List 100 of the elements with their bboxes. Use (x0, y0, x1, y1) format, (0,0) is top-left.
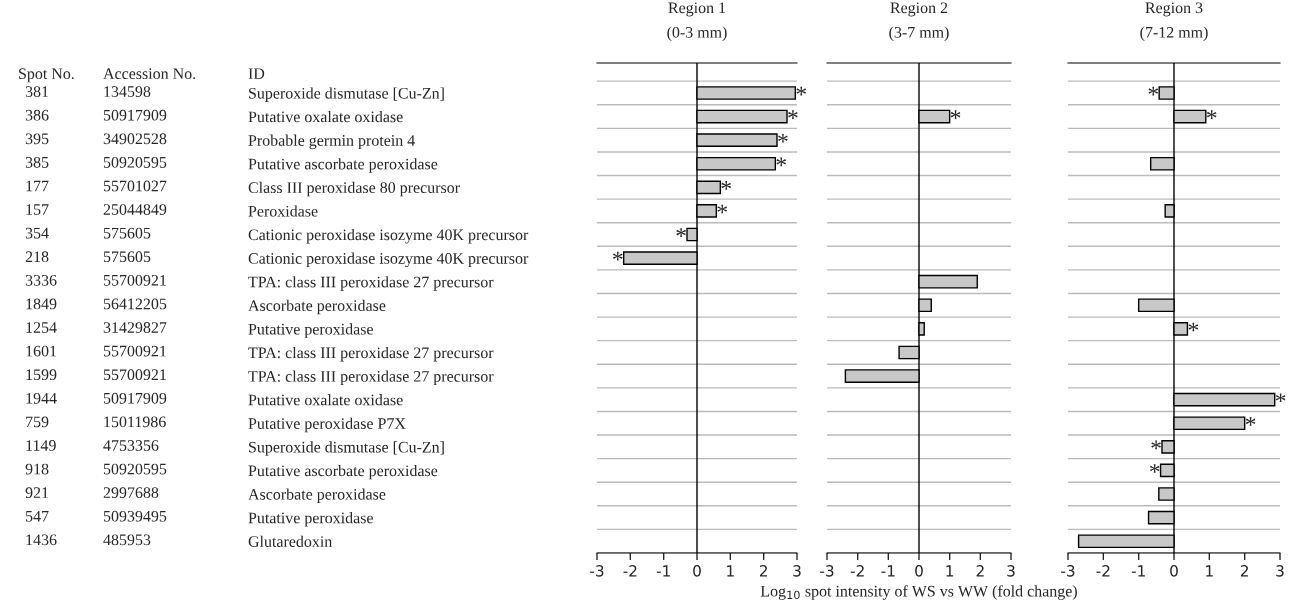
text: 15011986 (104, 416, 166, 428)
data-label: * (613, 251, 623, 261)
x-tick-label: 0 (1170, 565, 1178, 577)
y-tick-label: Glutaredoxin (248, 535, 333, 547)
y-tick-label: Putative peroxidase (248, 323, 373, 338)
data-label: * (676, 228, 686, 237)
x-tick-label: 3 (1276, 565, 1284, 577)
x-tick-label: -3 (590, 565, 604, 577)
text: ID (248, 68, 265, 79)
data-label: * (1188, 322, 1199, 332)
text: 50939495 (103, 510, 167, 522)
x-tick-label: 2 (976, 565, 984, 577)
y-tick-label: Putative oxalate oxidase (248, 111, 403, 123)
data-label: * (796, 86, 807, 96)
x-tick-label: -2 (623, 565, 637, 577)
y-tick-label: TPA: class III peroxidase 27 precursor (248, 346, 494, 362)
text: 381 (25, 86, 49, 97)
text: 177 (26, 180, 49, 192)
data-label: * (1148, 86, 1159, 96)
y-tick-label: Ascorbate peroxidase (248, 488, 386, 503)
y-tick-label: Putative peroxidase P7X (248, 417, 406, 433)
x-tick-label: 2 (1240, 565, 1248, 577)
chart-title: Region 2 (890, 2, 948, 17)
chart-subtitle: (3-7 mm) (889, 26, 949, 41)
text: 55700921 (103, 369, 166, 381)
text: 575605 (103, 227, 151, 239)
text: 50920595 (103, 463, 167, 475)
text: 3336 (25, 274, 57, 286)
text: 25044849 (103, 204, 167, 215)
text: 354 (25, 227, 49, 239)
x-tick-label: 3 (1007, 565, 1015, 577)
x-tick-label: 1 (727, 565, 734, 577)
text: 1944 (26, 392, 57, 404)
data-label: * (1245, 417, 1256, 426)
text: 759 (26, 416, 49, 428)
text: 921 (25, 487, 49, 499)
chart-subtitle: (7-12 mm) (1140, 26, 1208, 41)
text: 31429827 (103, 322, 167, 333)
text: 50917909 (103, 392, 167, 404)
x-tick-label: 1 (1206, 565, 1213, 577)
x-tick-label: 0 (915, 565, 923, 577)
x-tick-label: 0 (693, 565, 701, 577)
text: 386 (25, 109, 49, 121)
text: 55700921 (103, 274, 166, 286)
data-label: * (1151, 440, 1161, 450)
text: 575605 (103, 251, 151, 263)
y-tick-label: Putative ascorbate peroxidase (248, 464, 438, 480)
data-label: * (778, 133, 788, 143)
text: 218 (25, 251, 49, 263)
y-tick-label: Cationic peroxidase isozyme 40K precursor (248, 252, 529, 268)
text: 56412205 (103, 298, 167, 310)
text: 157 (26, 204, 49, 215)
text: 4753356 (103, 440, 159, 451)
text: 2997688 (103, 487, 159, 499)
text: Accession No. (103, 68, 196, 80)
data-label: * (721, 181, 732, 190)
text: 134598 (104, 86, 151, 97)
text: 1601 (26, 345, 57, 357)
text: 55701027 (103, 180, 167, 192)
data-label: * (717, 204, 728, 214)
y-tick-label: Superoxide dismutase [Cu-Zn] (249, 441, 444, 456)
text: 1599 (26, 369, 57, 381)
x-tick-label: -1 (881, 565, 895, 577)
x-tick-label: -2 (1096, 565, 1110, 577)
text: 34902528 (103, 133, 167, 145)
y-tick-label: Putative ascorbate peroxidase (248, 158, 438, 173)
text: 918 (25, 463, 49, 475)
x-tick-label: -3 (1061, 565, 1075, 577)
chart-title: Region 3 (1145, 2, 1203, 17)
x-tick-label: -2 (850, 565, 864, 577)
x-tick-label: 3 (793, 565, 801, 577)
chart-title: Region 1 (668, 2, 726, 17)
y-tick-label: Superoxide dismutase [Cu-Zn] (249, 87, 444, 102)
x-tick-label: -1 (656, 565, 670, 577)
data-label: * (788, 110, 798, 119)
y-tick-label: TPA: class III peroxidase 27 precursor (248, 370, 494, 386)
text: 1849 (26, 298, 57, 310)
x-tick-label: 1 (946, 565, 954, 577)
text: Spot No. (19, 68, 74, 83)
data-label: * (1149, 464, 1160, 473)
y-tick-label: TPA: class III peroxidase 27 precursor (248, 276, 494, 291)
data-label: * (950, 110, 961, 119)
data-label: * (776, 157, 787, 167)
y-tick-label: Putative peroxidase (248, 512, 373, 527)
text: 1436 (26, 534, 57, 546)
text: 485953 (103, 534, 151, 546)
y-tick-label: Ascorbate peroxidase (248, 299, 386, 315)
x-tick-label: 2 (759, 565, 767, 577)
y-tick-label: Peroxidase (248, 205, 318, 217)
data-label: * (1275, 393, 1286, 403)
text: 50920595 (103, 156, 167, 168)
y-tick-label: Putative oxalate oxidase (248, 394, 403, 406)
x-tick-label: -3 (820, 565, 834, 577)
x-tick-label: -1 (1131, 565, 1145, 577)
y-tick-label: Class III peroxidase 80 precursor (248, 181, 460, 197)
y-tick-label: Probable germin protein 4 (248, 134, 415, 150)
chart-subtitle: (0-3 mm) (667, 26, 727, 41)
y-tick-label: Cationic peroxidase isozyme 40K precursor (248, 228, 529, 244)
text: 1149 (26, 440, 56, 451)
data-label: * (1206, 110, 1217, 119)
